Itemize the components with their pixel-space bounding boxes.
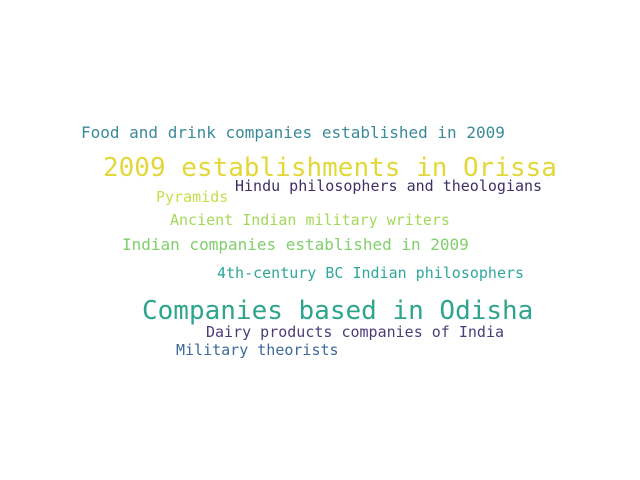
cloud-word: Dairy products companies of India bbox=[206, 323, 505, 341]
cloud-word: Companies based in Odisha bbox=[142, 296, 534, 326]
cloud-word: Indian companies established in 2009 bbox=[122, 235, 469, 254]
cloud-word: Military theorists bbox=[176, 341, 339, 359]
cloud-word: 4th-century BC Indian philosophers bbox=[217, 264, 525, 282]
cloud-word: Food and drink companies established in … bbox=[81, 123, 505, 142]
cloud-word: Pyramids bbox=[156, 188, 229, 206]
cloud-word: Ancient Indian military writers bbox=[170, 211, 450, 229]
cloud-word: 2009 establishments in Orissa bbox=[103, 153, 557, 183]
cloud-word: Hindu philosophers and theologians bbox=[235, 177, 543, 195]
